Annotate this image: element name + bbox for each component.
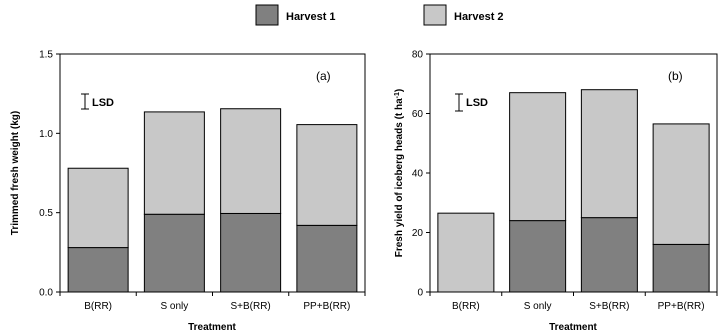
- y-tick-label: 40: [412, 169, 424, 180]
- y-ticks: 0 20 40 60 80: [412, 50, 430, 299]
- bar-harvest-2-s-only: [143, 111, 205, 215]
- bars: [437, 89, 710, 293]
- bar-harvest-1-b-rr: [67, 247, 129, 293]
- y-tick-label: 20: [412, 228, 424, 239]
- lsd-label: LSD: [92, 97, 114, 109]
- bar-harvest-2-pp-b-rr: [296, 124, 358, 226]
- y-tick-label: 60: [412, 109, 424, 120]
- y-tick-label: 0: [417, 288, 423, 299]
- bar-harvest-2-b-rr: [67, 167, 129, 249]
- y-tick-label: 0.0: [39, 288, 53, 299]
- chart-panel-a: (a) LSD Trimmed fresh weight (kg) Treatm…: [10, 50, 366, 333]
- bar-harvest-1-s-b-rr: [220, 212, 282, 293]
- bar-harvest-1-s-only: [143, 213, 205, 293]
- y-axis-label: Trimmed fresh weight (kg): [10, 111, 21, 235]
- bar-harvest-2-b-rr: [437, 212, 495, 293]
- bar-harvest-2-pp-b-rr: [652, 123, 710, 245]
- lsd-marker: LSD: [81, 93, 114, 110]
- x-tick-label: PP+B(RR): [303, 301, 350, 312]
- x-ticks: B(RR) S only S+B(RR) PP+B(RR): [59, 292, 366, 312]
- lsd-marker: LSD: [455, 93, 488, 112]
- bar-harvest-1-pp-b-rr: [652, 243, 710, 293]
- legend-label-harvest-2: Harvest 2: [454, 11, 504, 23]
- x-tick-label: S only: [524, 301, 552, 312]
- y-ticks: 0.0 0.5 1.0 1.5: [39, 50, 60, 299]
- y-tick-label: 1.5: [39, 50, 53, 61]
- chart-panel-b: (b) LSD Fresh yield of iceberg heads (t …: [394, 50, 718, 333]
- x-tick-label: S only: [160, 301, 188, 312]
- bars: [67, 108, 358, 293]
- y-tick-label: 0.5: [39, 208, 53, 219]
- legend-swatch-harvest-1: [255, 4, 279, 26]
- x-tick-label: S+B(RR): [589, 301, 629, 312]
- x-axis-label: Treatment: [549, 322, 597, 333]
- legend-swatch-harvest-2: [423, 4, 447, 26]
- y-axis-label: Fresh yield of iceberg heads (t ha-1): [394, 89, 406, 258]
- x-tick-label: B(RR): [84, 301, 112, 312]
- bar-harvest-1-s-only: [509, 220, 567, 293]
- panel-label: (a): [316, 69, 331, 83]
- bar-harvest-1-pp-b-rr: [296, 224, 358, 293]
- legend-label-harvest-1: Harvest 1: [286, 11, 336, 23]
- legend: Harvest 1 Harvest 2: [255, 4, 504, 26]
- x-tick-label: PP+B(RR): [658, 301, 705, 312]
- bar-harvest-2-s-only: [509, 92, 567, 222]
- y-tick-label: 80: [412, 50, 424, 61]
- x-tick-label: S+B(RR): [230, 301, 270, 312]
- bar-harvest-1-s-b-rr: [580, 217, 638, 293]
- bar-harvest-2-s-b-rr: [580, 89, 638, 219]
- y-tick-label: 1.0: [39, 129, 53, 140]
- x-axis-label: Treatment: [188, 322, 236, 333]
- bar-harvest-2-s-b-rr: [220, 108, 282, 214]
- lsd-label: LSD: [466, 97, 488, 109]
- x-ticks: B(RR) S only S+B(RR) PP+B(RR): [429, 292, 718, 312]
- panel-label: (b): [668, 69, 683, 83]
- x-tick-label: B(RR): [452, 301, 480, 312]
